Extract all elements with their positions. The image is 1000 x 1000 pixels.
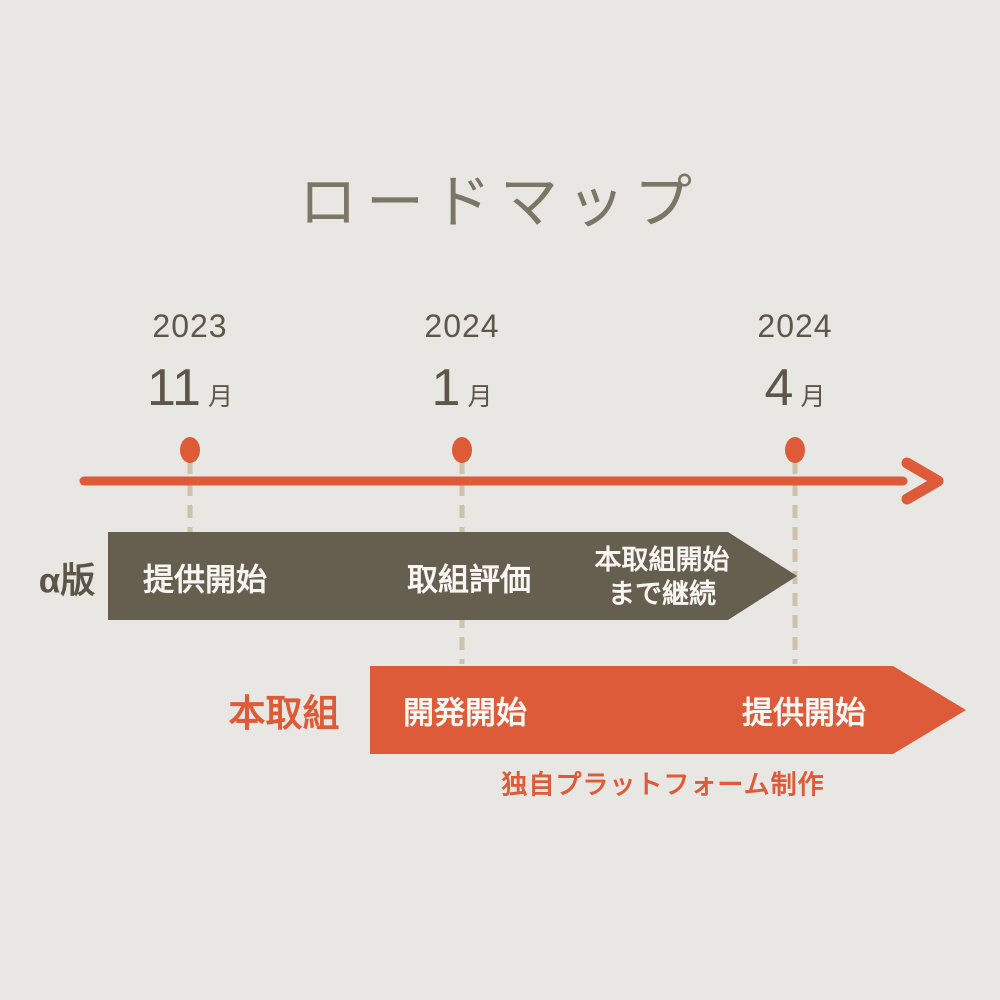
main-row-caption: 独自プラットフォーム制作 [501,769,825,800]
alpha-row-label: α版 [38,561,96,601]
alpha-phase-arrow-bar [108,532,797,620]
milestone-dot-2 [452,437,472,463]
alpha-step-continue-note: 本取組開始 まで継続 [595,543,730,611]
milestone-year: 2024 [757,308,833,344]
milestone-year: 2024 [424,308,500,344]
main-row-label: 本取組 [228,693,340,734]
milestone-2023-11: 2023 11 月 [147,306,233,431]
milestone-month-number: 1 [431,359,461,417]
milestone-month-suffix: 月 [467,383,493,411]
milestone-month-number: 11 [147,359,201,417]
milestone-year: 2023 [152,308,228,344]
main-step-release-start: 提供開始 [742,695,866,731]
main-phase-arrow-bar [370,666,966,754]
alpha-step-evaluation: 取組評価 [407,562,531,598]
milestone-dot-3 [785,437,805,463]
milestone-month: 11 月 [147,358,233,431]
milestone-month-suffix: 月 [207,383,233,411]
page-title: ロードマップ [298,168,701,236]
alpha-step-continue-note-line2: まで継続 [608,579,716,609]
milestone-dot-1 [180,437,200,463]
timeline-arrowhead-icon [901,457,944,505]
main-step-dev-start: 開発開始 [403,695,527,731]
milestone-month-suffix: 月 [800,383,826,411]
milestone-month-number: 4 [764,359,794,417]
alpha-step-continue-note-line1: 本取組開始 [594,545,730,575]
alpha-step-release-start: 提供開始 [143,562,267,598]
